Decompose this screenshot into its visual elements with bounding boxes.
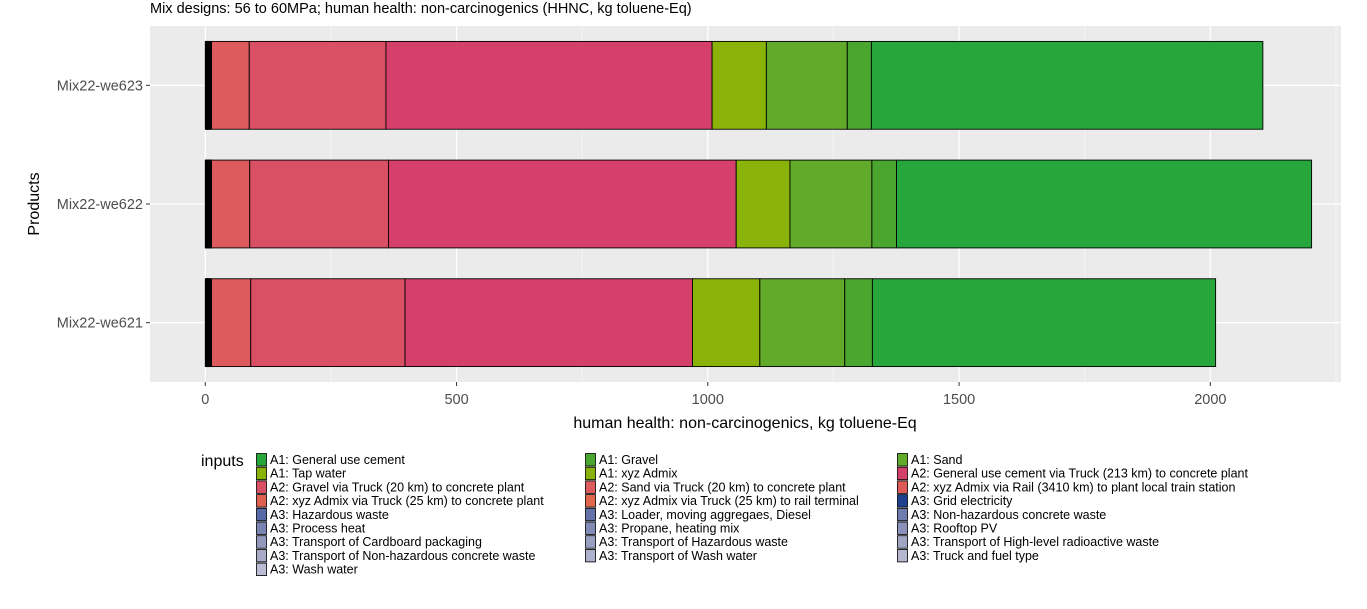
legend-items: A1: General use cement A1: Gravel A1: Sand… xyxy=(256,453,1248,577)
legend-key xyxy=(585,507,596,522)
legend-label: A2: Gravel via Truck (20 km) to concrete… xyxy=(270,480,525,494)
legend-key xyxy=(897,507,908,522)
legend-label: A3: Transport of Cardboard packaging xyxy=(270,535,482,549)
legend-key xyxy=(585,466,596,481)
legend-key xyxy=(256,494,267,508)
bar-segment xyxy=(871,278,1217,368)
bar-segment xyxy=(735,159,791,249)
chart-title: Mix designs: 56 to 60MPa; human health: … xyxy=(150,1,692,17)
legend-key xyxy=(256,549,267,563)
y-axis-title: Products xyxy=(26,172,43,235)
legend-label: A3: Propane, heating mix xyxy=(599,522,740,536)
legend-key xyxy=(585,453,596,467)
legend-label: A3: Rooftop PV xyxy=(911,522,998,536)
legend-label: A2: xyz Admix via Truck (25 km) to rail … xyxy=(599,494,859,508)
legend-key xyxy=(256,453,267,467)
legend-label: A3: Non-hazardous concrete waste xyxy=(911,508,1106,522)
legend-label: A3: Transport of Non-hazardous concrete … xyxy=(270,549,535,563)
legend-label: A3: Grid electricity xyxy=(911,494,1013,508)
legend-label: A3: Transport of Wash water xyxy=(599,549,757,563)
legend-title: inputs xyxy=(201,453,244,470)
legend-key xyxy=(256,507,267,522)
legend-label: A1: Gravel xyxy=(599,453,658,467)
bar-segment xyxy=(846,40,872,130)
legend-label: A3: Transport of Hazardous waste xyxy=(599,535,788,549)
bar-segment xyxy=(211,40,250,130)
legend-key xyxy=(897,466,908,481)
bar-segment xyxy=(789,159,873,249)
legend: inputs A1: General use cement A1: Gravel A… xyxy=(201,453,1248,577)
legend-label: A2: Sand via Truck (20 km) to concrete p… xyxy=(599,480,846,494)
y-tick-label: Mix22-we623 xyxy=(57,78,143,94)
x-tick-label: 1000 xyxy=(692,392,724,408)
legend-key xyxy=(897,453,908,467)
legend-key xyxy=(897,549,908,563)
legend-label: A3: Wash water xyxy=(270,563,358,577)
bar-segment xyxy=(404,278,693,368)
bar-segment xyxy=(870,40,1264,130)
legend-label: A1: General use cement xyxy=(270,453,405,467)
legend-key xyxy=(585,535,596,549)
legend-key xyxy=(256,480,267,494)
legend-key xyxy=(897,480,908,494)
x-tick-label: 1500 xyxy=(943,392,975,408)
x-tick-label: 500 xyxy=(444,392,468,408)
bar-segment xyxy=(759,278,846,368)
bars xyxy=(204,40,1313,368)
legend-key xyxy=(256,535,267,549)
legend-label: A1: Tap water xyxy=(270,467,346,481)
bar-segment xyxy=(692,278,761,368)
bar-segment xyxy=(385,40,713,130)
legend-label: A2: General use cement via Truck (213 km… xyxy=(911,467,1248,481)
legend-label: A3: Hazardous waste xyxy=(270,508,389,522)
bar-segment xyxy=(844,278,873,368)
bar-segment xyxy=(388,159,737,249)
x-axis-title: human health: non-carcinogenics, kg tolu… xyxy=(573,415,916,432)
legend-label: A2: xyz Admix via Truck (25 km) to concr… xyxy=(270,494,544,508)
legend-label: A1: Sand xyxy=(911,453,962,467)
bar-segment xyxy=(211,159,251,249)
y-tick-label: Mix22-we622 xyxy=(57,197,143,213)
bar-segment xyxy=(250,278,406,368)
x-tick-label: 0 xyxy=(201,392,209,408)
bar-segment xyxy=(211,278,252,368)
legend-label: A3: Transport of High-level radioactive … xyxy=(911,535,1159,549)
legend-key xyxy=(585,549,596,563)
legend-label: A3: Truck and fuel type xyxy=(911,549,1039,563)
bar-segment xyxy=(871,159,897,249)
bar-segment xyxy=(249,159,389,249)
legend-key xyxy=(897,494,908,508)
bar-segment xyxy=(896,159,1313,249)
bar-segment xyxy=(711,40,767,130)
legend-label: A3: Loader, moving aggregaes, Diesel xyxy=(599,508,811,522)
legend-key xyxy=(585,494,596,508)
legend-key xyxy=(897,535,908,549)
legend-key xyxy=(256,466,267,481)
legend-label: A3: Process heat xyxy=(270,522,366,536)
y-axis: Mix22-we623 Mix22-we622 Mix22-we621 xyxy=(57,78,150,332)
legend-key xyxy=(585,521,596,535)
x-tick-label: 2000 xyxy=(1194,392,1226,408)
legend-key xyxy=(256,562,267,576)
bar-segment xyxy=(765,40,848,130)
legend-key xyxy=(256,521,267,535)
legend-key xyxy=(585,480,596,494)
legend-label: A2: xyz Admix via Rail (3410 km) to plan… xyxy=(911,480,1235,494)
y-tick-label: Mix22-we621 xyxy=(57,316,143,332)
legend-label: A1: xyz Admix xyxy=(599,467,678,481)
x-axis: 0 500 1000 1500 2000 xyxy=(201,382,1226,408)
legend-key xyxy=(897,521,908,535)
bar-segment xyxy=(248,40,387,130)
